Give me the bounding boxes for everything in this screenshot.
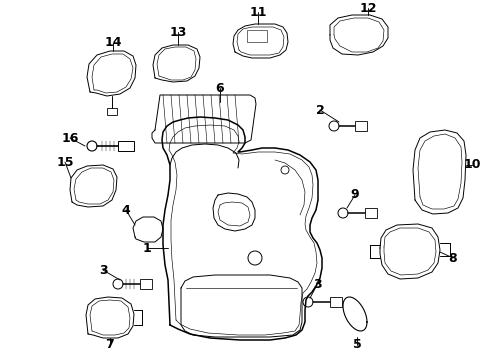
Text: 8: 8 bbox=[448, 252, 456, 265]
Bar bbox=[329, 297, 341, 307]
Text: 15: 15 bbox=[56, 156, 74, 168]
Text: 14: 14 bbox=[104, 36, 122, 49]
Text: 9: 9 bbox=[350, 189, 359, 202]
Text: 11: 11 bbox=[249, 5, 266, 18]
Bar bbox=[140, 279, 152, 289]
Text: 3: 3 bbox=[99, 264, 107, 276]
Bar bbox=[354, 121, 366, 131]
Text: 1: 1 bbox=[142, 242, 151, 255]
Text: 7: 7 bbox=[105, 338, 114, 351]
Text: 5: 5 bbox=[352, 338, 361, 351]
Text: 13: 13 bbox=[169, 26, 186, 39]
Bar bbox=[107, 108, 117, 115]
Bar bbox=[246, 30, 266, 42]
Text: 2: 2 bbox=[315, 104, 324, 117]
Bar bbox=[118, 141, 134, 151]
Text: 6: 6 bbox=[215, 81, 224, 94]
Text: 3: 3 bbox=[312, 279, 321, 292]
Text: 16: 16 bbox=[61, 131, 79, 144]
Text: 4: 4 bbox=[122, 203, 130, 216]
Text: 12: 12 bbox=[359, 1, 376, 14]
Bar bbox=[364, 208, 376, 218]
Text: 10: 10 bbox=[462, 158, 480, 171]
